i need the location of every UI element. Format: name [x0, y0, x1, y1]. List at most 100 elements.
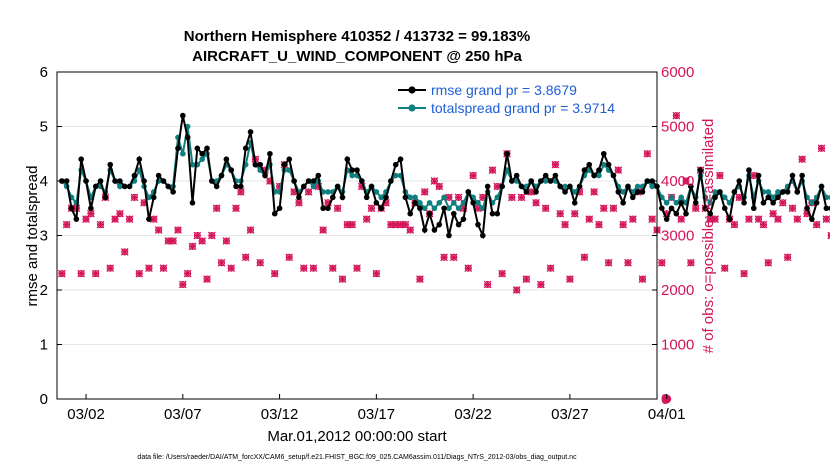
rmse-point: [209, 178, 215, 184]
obs-assimilated-point: [116, 209, 124, 218]
rmse-point: [736, 178, 743, 184]
obs-assimilated-point: [57, 269, 66, 278]
obs-assimilated-point: [241, 253, 250, 262]
obs-assimilated-point: [628, 215, 637, 224]
rmse-point: [707, 210, 714, 217]
rmse-point: [213, 183, 220, 190]
obs-assimilated-point: [232, 204, 240, 213]
totalspread-point: [431, 205, 438, 212]
rmse-point: [334, 183, 341, 190]
obs-assimilated-point: [435, 182, 444, 191]
obs-assimilated-point: [672, 111, 681, 120]
totalspread-point: [712, 189, 718, 195]
rmse-point: [412, 200, 418, 206]
totalspread-point: [146, 194, 152, 201]
obs-assimilated-point: [387, 220, 395, 229]
totalspread-point: [673, 200, 680, 206]
totalspread-point: [180, 150, 186, 157]
rmse-point: [296, 194, 302, 201]
y-axis-right-label: # of obs: o=possible; ×=assimilated: [700, 119, 717, 354]
rmse-point: [591, 172, 597, 179]
obs-assimilated-point: [430, 177, 439, 185]
obs-assimilated-point: [193, 231, 202, 240]
rmse-point: [721, 205, 728, 212]
rmse-point: [528, 178, 534, 184]
rmse-point: [112, 178, 118, 184]
obs-assimilated-point: [169, 237, 177, 245]
obs-assimilated-point: [657, 258, 666, 267]
rmse-point: [668, 205, 675, 212]
obs-assimilated-point: [740, 269, 748, 278]
rmse-point: [513, 172, 520, 179]
totalspread-point: [494, 194, 501, 201]
rmse-point: [465, 189, 472, 195]
obs-assimilated-point: [488, 166, 497, 174]
right-tick-label: 2000: [661, 282, 694, 299]
totalspread-point: [809, 200, 815, 206]
obs-assimilated-point: [198, 237, 207, 245]
rmse-point: [775, 194, 781, 201]
totalspread-point: [349, 172, 355, 179]
x-axis-label: Mar.01,2012 00:00:00 start: [267, 428, 447, 445]
obs-assimilated-point: [183, 269, 192, 278]
totalspread-point: [770, 194, 776, 201]
rmse-point: [397, 156, 404, 162]
totalspread-point: [707, 200, 714, 206]
obs-assimilated-point: [478, 193, 487, 202]
obs-assimilated-point: [217, 258, 226, 267]
rmse-point: [426, 210, 433, 217]
totalspread-point: [663, 200, 670, 206]
rmse-point: [262, 172, 268, 179]
obs-assimilated-point: [764, 258, 773, 267]
rmse-point: [799, 172, 805, 179]
obs-assimilated-point: [212, 204, 221, 213]
footnote: data file: /Users/raeder/DAI/ATM_forcXX/…: [137, 454, 577, 461]
legend: rmse grand pr = 3.8679 totalspread grand…: [396, 80, 652, 118]
totalspread-point: [460, 200, 467, 206]
rmse-point: [199, 150, 205, 157]
obs-assimilated-point: [348, 220, 357, 229]
rmse-point: [813, 200, 820, 206]
obs-assimilated-point: [295, 198, 303, 207]
x-tick-label: 03/22: [454, 406, 492, 423]
obs-assimilated-point: [803, 209, 811, 218]
rmse-point: [117, 178, 123, 184]
totalspread-point: [441, 194, 447, 201]
rmse-point: [189, 200, 196, 206]
obs-assimilated-point: [590, 188, 598, 196]
rmse-point: [557, 183, 564, 190]
rmse-point: [533, 189, 539, 195]
obs-assimilated-point: [774, 215, 782, 224]
totalspread-point: [412, 194, 418, 201]
right-tick-label: 4000: [661, 173, 694, 190]
rmse-point: [431, 227, 438, 233]
rmse-point: [257, 161, 264, 168]
obs-assimilated-point: [754, 215, 763, 224]
totalspread-point: [421, 205, 428, 212]
rmse-point: [238, 183, 244, 190]
obs-assimilated-point: [314, 182, 323, 191]
obs-assimilated-point: [575, 188, 584, 196]
obs-assimilated-point: [391, 220, 400, 229]
obs-assimilated-point: [783, 253, 792, 262]
obs-assimilated-point: [256, 258, 265, 267]
obs-assimilated-point: [720, 264, 729, 273]
obs-assimilated-point: [96, 220, 105, 229]
obs-assimilated-point: [595, 220, 603, 229]
rmse-point: [697, 167, 704, 173]
rmse-point: [165, 183, 172, 190]
obs-assimilated-point: [135, 269, 144, 278]
obs-assimilated-point: [299, 264, 308, 273]
x-tick-label: 03/07: [164, 406, 202, 423]
rmse-point: [692, 200, 699, 206]
obs-assimilated-point: [662, 209, 671, 218]
rmse-point: [789, 172, 796, 179]
obs-assimilated-point: [512, 286, 521, 294]
totalspread-point: [378, 194, 384, 201]
obs-assimilated-point: [483, 280, 492, 289]
obs-assimilated-point: [87, 209, 95, 218]
totalspread-point: [600, 161, 607, 168]
rmse-point: [731, 189, 738, 195]
obs-assimilated-point: [130, 193, 139, 202]
